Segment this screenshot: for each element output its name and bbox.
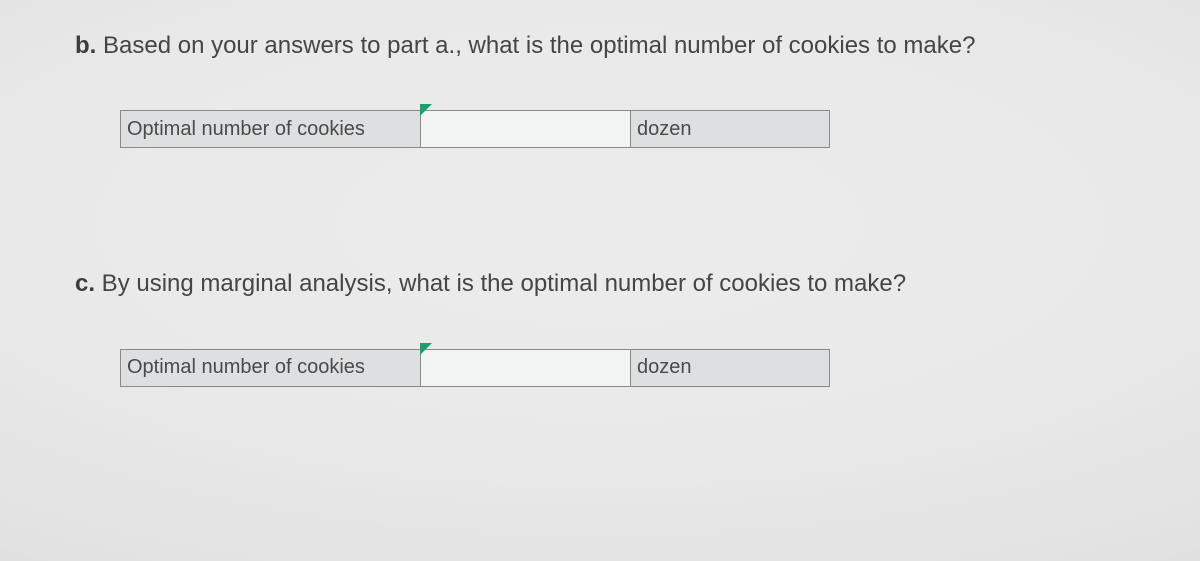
question-b-label: Optimal number of cookies	[127, 118, 365, 141]
question-c-input[interactable]	[421, 350, 630, 386]
question-b-unit: dozen	[637, 118, 692, 141]
question-c-label: Optimal number of cookies	[127, 356, 365, 379]
quiz-page: b. Based on your answers to part a., wha…	[0, 0, 1200, 561]
question-b-label-cell: Optimal number of cookies	[120, 110, 420, 148]
question-c-text: c. By using marginal analysis, what is t…	[75, 268, 1145, 300]
question-b-row: Optimal number of cookies dozen	[120, 110, 1145, 148]
question-c-input-cell	[420, 349, 630, 387]
question-b-block: b. Based on your answers to part a., wha…	[65, 30, 1145, 148]
question-b-unit-cell: dozen	[630, 110, 830, 148]
question-b-input[interactable]	[421, 111, 630, 147]
question-c-letter: c.	[75, 270, 95, 297]
question-b-text: b. Based on your answers to part a., wha…	[75, 30, 1145, 62]
question-c-label-cell: Optimal number of cookies	[120, 349, 420, 387]
question-c-body: By using marginal analysis, what is the …	[95, 270, 906, 297]
question-c-unit-cell: dozen	[630, 349, 830, 387]
question-b-letter: b.	[75, 32, 96, 59]
question-c-row: Optimal number of cookies dozen	[120, 349, 1145, 387]
question-c-block: c. By using marginal analysis, what is t…	[65, 268, 1145, 386]
question-b-body: Based on your answers to part a., what i…	[96, 32, 975, 59]
question-c-unit: dozen	[637, 356, 692, 379]
question-b-input-cell	[420, 110, 630, 148]
